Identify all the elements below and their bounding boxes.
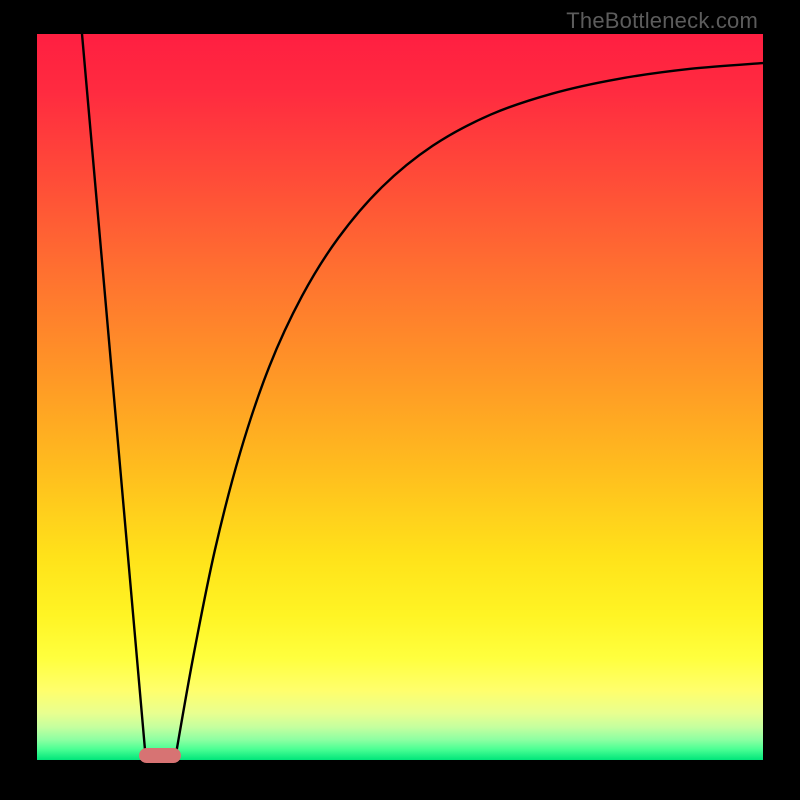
watermark-text: TheBottleneck.com bbox=[566, 8, 758, 34]
plot-area bbox=[37, 34, 763, 760]
chart-container: TheBottleneck.com bbox=[0, 0, 800, 800]
gradient-background bbox=[37, 34, 763, 760]
vertex-marker bbox=[139, 748, 181, 763]
